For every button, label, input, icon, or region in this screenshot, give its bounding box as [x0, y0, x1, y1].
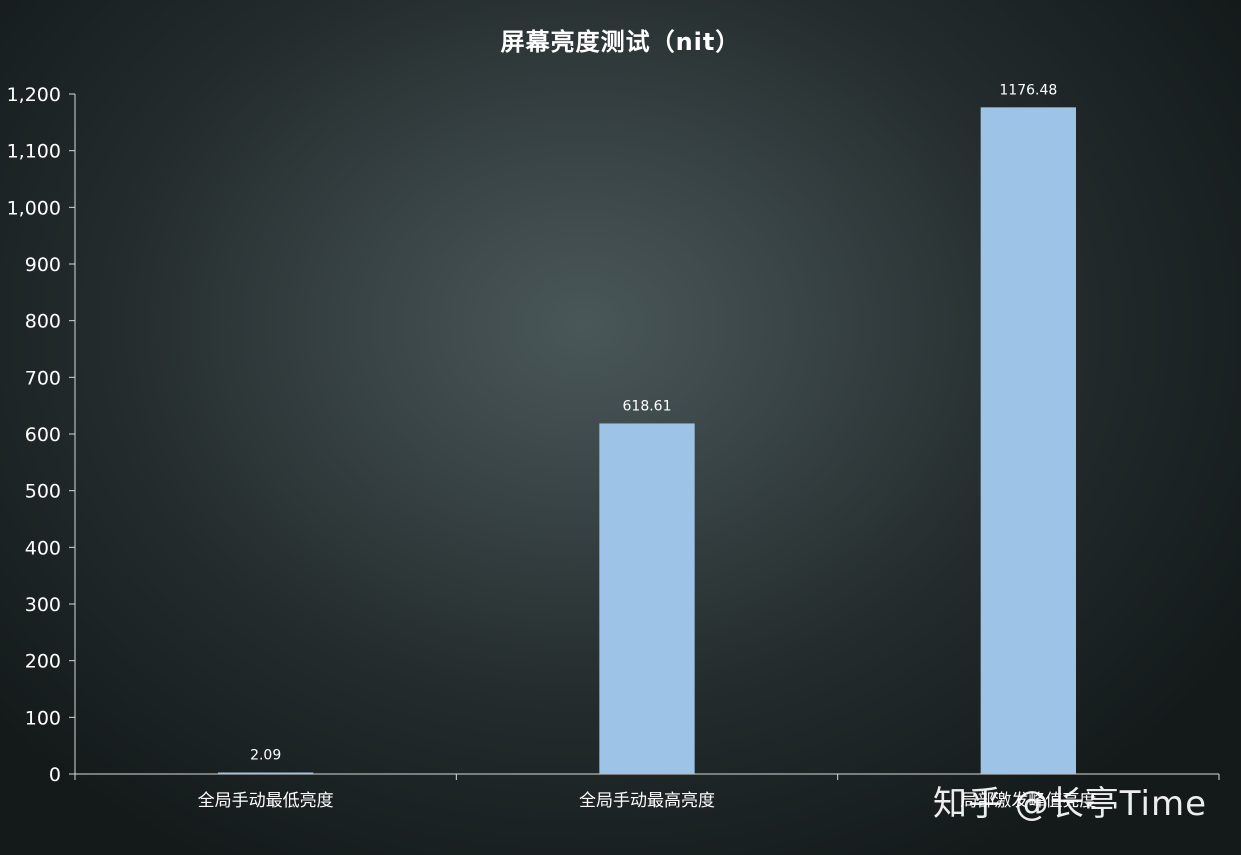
chart-title: 屏幕亮度测试（nit） — [500, 28, 741, 56]
y-tick-label: 0 — [49, 764, 61, 786]
x-tick-label: 局部激发峰值亮度 — [960, 791, 1096, 811]
y-tick-label: 1,000 — [7, 197, 61, 219]
y-tick-label: 900 — [25, 254, 61, 276]
data-label: 2.09 — [250, 748, 281, 764]
y-tick-label: 700 — [25, 367, 61, 389]
watermark-text: 知乎 @长亭Time — [932, 784, 1207, 824]
y-tick-label: 1,100 — [7, 141, 61, 163]
x-tick-label: 全局手动最高亮度 — [579, 791, 715, 811]
y-tick-label: 300 — [25, 594, 61, 616]
y-tick-label: 600 — [25, 424, 61, 446]
y-tick-label: 800 — [25, 311, 61, 333]
x-tick-label: 全局手动最低亮度 — [198, 791, 334, 811]
data-label: 1176.48 — [999, 82, 1057, 98]
y-tick-label: 1,200 — [7, 84, 61, 106]
y-tick-label: 100 — [25, 707, 61, 729]
y-tick-label: 500 — [25, 481, 61, 503]
y-tick-label: 200 — [25, 651, 61, 673]
y-tick-label: 400 — [25, 537, 61, 559]
bar — [980, 107, 1076, 774]
data-label: 618.61 — [623, 398, 672, 414]
bar — [599, 423, 695, 774]
bar — [218, 772, 314, 774]
